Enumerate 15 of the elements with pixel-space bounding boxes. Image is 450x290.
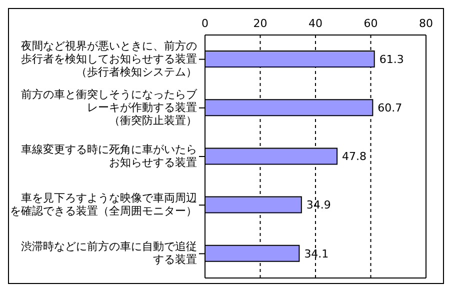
y-tick-label: 渋滞時などに前方の車に自動で追従する装置 bbox=[21, 240, 197, 266]
data-label: 34.9 bbox=[306, 198, 331, 212]
x-tick-label: 40 bbox=[308, 17, 322, 30]
x-tick-label: 80 bbox=[419, 17, 433, 30]
data-label: 61.3 bbox=[379, 52, 404, 66]
data-label: 47.8 bbox=[342, 150, 367, 164]
y-tick-label: 車を見下ろすような映像で車両周辺を確認できる装置（全周囲モニター） bbox=[10, 192, 197, 218]
y-tick-label: 車線変更する時に死角に車がいたらお知らせする装置 bbox=[21, 143, 197, 170]
y-tick-label: 前方の車と衝突しそうになったらブレーキが作動する装置（衝突防止装置） bbox=[21, 88, 198, 127]
x-tick-label: 20 bbox=[253, 17, 268, 30]
x-tick-label: 0 bbox=[202, 17, 208, 30]
data-label: 60.7 bbox=[378, 102, 402, 115]
x-tick-label: 60 bbox=[364, 17, 378, 30]
y-tick-label: 夜間など視界が悪いときに、前方の歩行者を検知してお知らせする装置（歩行者検知システム） bbox=[21, 39, 197, 78]
data-label: 34.1 bbox=[304, 247, 329, 260]
